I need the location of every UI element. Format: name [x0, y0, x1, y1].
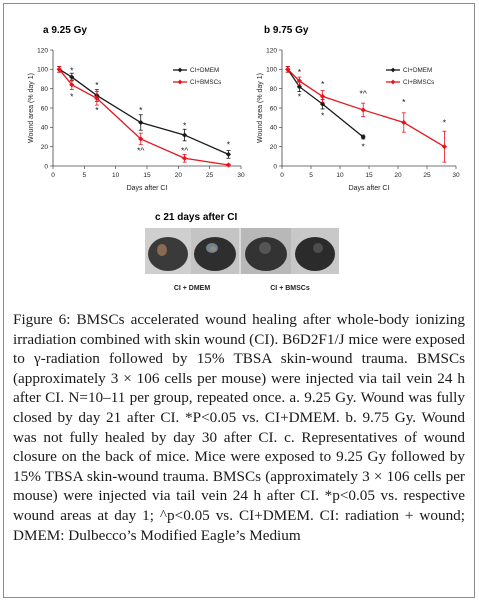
caption-label: Figure 6: — [13, 311, 71, 328]
figure-frame — [3, 3, 475, 598]
photo-label-dmem: CI + DMEM — [174, 285, 211, 292]
photo-panel-c: c 21 days after CI CI + DMEM CI + BMSCs — [140, 210, 340, 302]
data-point-marker — [69, 82, 75, 88]
x-tick-label: 0 — [280, 172, 284, 179]
significance-annotation: * — [183, 120, 187, 130]
legend-label: CI+DMEM — [403, 67, 432, 74]
legend-marker — [390, 79, 396, 85]
series-line-ci-dmem — [58, 68, 229, 155]
significance-annotation: * — [95, 80, 99, 90]
x-tick-label: 20 — [394, 172, 402, 179]
photo-panel-title: c 21 days after CI — [155, 212, 237, 223]
x-tick-label: 5 — [309, 172, 313, 179]
x-tick-label: 25 — [206, 172, 214, 179]
data-point-marker — [182, 132, 188, 138]
y-axis-label: Wound area (% day 1) — [257, 73, 264, 143]
x-tick-label: 5 — [83, 172, 87, 179]
data-point-marker — [69, 74, 75, 80]
significance-annotation: * — [298, 67, 302, 77]
x-tick-label: 20 — [175, 172, 183, 179]
legend-marker — [177, 79, 183, 85]
data-point-marker — [225, 151, 232, 157]
x-axis-label: Days after CI — [349, 185, 390, 192]
x-tick-label: 30 — [237, 172, 245, 179]
chart-title: b 9.75 Gy — [264, 25, 309, 36]
y-tick-label: 120 — [266, 47, 277, 54]
data-point-marker — [94, 95, 100, 101]
photo-label-bmscs: CI + BMSCs — [270, 285, 310, 292]
legend-marker — [177, 67, 183, 73]
caption-text: BMSCs accelerated wound healing after wh… — [13, 311, 465, 544]
series-line-ci-bmscs — [287, 68, 445, 148]
y-tick-label: 20 — [41, 144, 49, 151]
x-axis-label: Days after CI — [127, 185, 168, 192]
x-tick-label: 30 — [452, 172, 460, 179]
data-point-marker — [360, 107, 366, 113]
significance-annotation: * — [70, 65, 74, 75]
significance-annotation: * — [298, 91, 302, 101]
y-tick-label: 0 — [273, 163, 277, 170]
significance-annotation: * — [70, 91, 74, 101]
y-tick-label: 60 — [41, 105, 49, 112]
significance-annotation: * — [227, 140, 231, 150]
legend-label: CI+BMSCs — [190, 79, 221, 86]
x-tick-label: 10 — [112, 172, 120, 179]
data-point-marker — [138, 136, 144, 142]
legend-marker — [390, 67, 396, 73]
y-tick-label: 40 — [41, 125, 49, 132]
x-tick-label: 15 — [365, 172, 373, 179]
data-point-marker — [401, 119, 407, 126]
y-tick-label: 0 — [44, 163, 48, 170]
y-tick-label: 80 — [270, 86, 278, 93]
data-point-marker — [182, 155, 188, 161]
legend-label: CI+DMEM — [190, 67, 219, 74]
series-line-ci-dmem — [287, 68, 364, 138]
significance-annotation: * — [321, 79, 325, 89]
figure-caption: Figure 6: BMSCs accelerated wound healin… — [13, 310, 465, 545]
mouse-photo-strip — [145, 228, 339, 274]
data-point-marker — [56, 66, 62, 72]
significance-annotation: * — [362, 142, 366, 152]
significance-annotation: * — [321, 111, 325, 121]
y-tick-label: 60 — [270, 105, 278, 112]
significance-annotation: *^ — [137, 146, 144, 156]
y-tick-label: 20 — [270, 144, 278, 151]
significance-annotation: * — [139, 105, 143, 115]
y-tick-label: 40 — [270, 125, 278, 132]
y-tick-label: 120 — [37, 47, 48, 54]
x-tick-label: 10 — [336, 172, 344, 179]
legend-label: CI+BMSCs — [403, 79, 434, 86]
x-tick-label: 0 — [51, 172, 55, 179]
y-tick-label: 80 — [41, 86, 49, 93]
data-point-marker — [225, 162, 232, 168]
x-tick-label: 15 — [143, 172, 151, 179]
data-point-marker — [138, 119, 144, 126]
y-axis-label: Wound area (% day 1) — [28, 73, 35, 143]
significance-annotation: *^ — [360, 89, 367, 99]
chart-title: a 9.25 Gy — [43, 25, 87, 36]
y-tick-label: 100 — [37, 67, 48, 74]
significance-annotation: * — [95, 105, 99, 115]
significance-annotation: *^ — [181, 146, 188, 156]
series-line-ci-bmscs — [58, 68, 229, 166]
chart-panel-b: b 9.75 Gy 0 20 40 60 80 100 120 0 5 10 15 20 25 30 Days… — [257, 25, 460, 192]
y-tick-label: 100 — [266, 67, 277, 74]
significance-annotation: * — [402, 97, 406, 107]
significance-annotation: * — [443, 118, 447, 128]
x-tick-label: 25 — [423, 172, 431, 179]
chart-panel-a: a 9.25 Gy 0 20 40 60 80 100 120 0 5 10 15 20 25 30 Days… — [28, 25, 245, 192]
